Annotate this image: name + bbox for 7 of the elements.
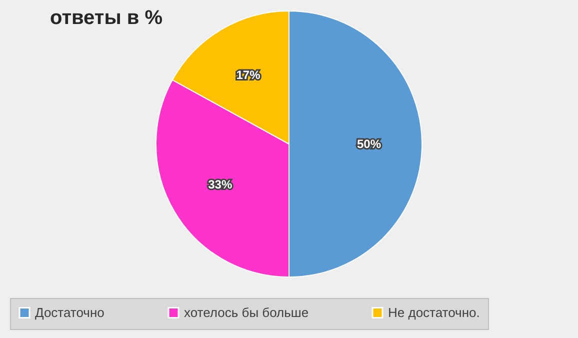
legend-label: Не достаточно. <box>388 304 480 320</box>
legend-label: Достаточно <box>35 304 104 320</box>
data-label: 50% <box>356 137 382 151</box>
legend-label: хотелось бы больше <box>184 304 309 320</box>
chart-title: ответы в % <box>50 7 163 29</box>
data-label: 33% <box>208 178 232 192</box>
data-label: 17% <box>236 68 261 82</box>
